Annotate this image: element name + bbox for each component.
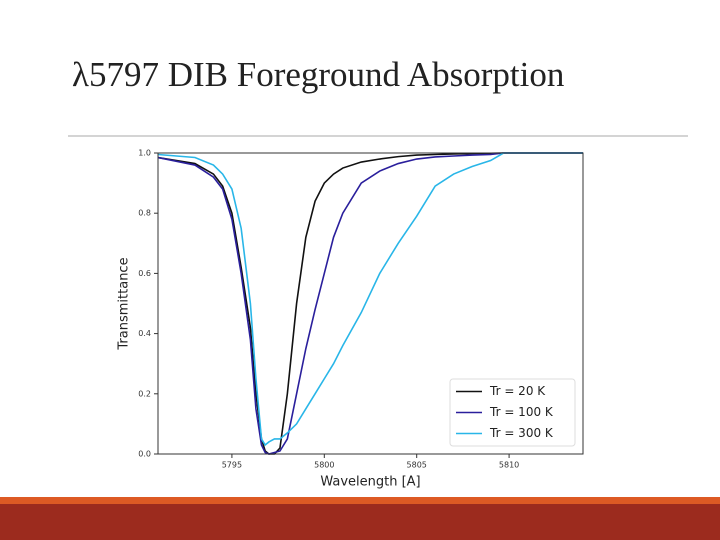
legend-box <box>449 378 576 447</box>
x-axis-label: Wavelength [A] <box>320 475 420 490</box>
x-tick-label: 5805 <box>407 461 427 470</box>
chart: 0.0 0.2 0.4 0.6 0.8 1.0 5795 5800 5805 5810 Wavele… <box>117 149 584 490</box>
y-axis-label: Transmittance <box>117 257 132 350</box>
x-tick-label: 5795 <box>222 461 242 470</box>
y-tick-label: 0.4 <box>138 329 151 338</box>
legend-label: Tr = 100 K <box>489 405 554 419</box>
series-line <box>158 152 583 447</box>
legend-label: Tr = 20 K <box>489 384 546 398</box>
legend-label: Tr = 300 K <box>489 426 554 440</box>
x-tick-label: 5810 <box>499 461 519 470</box>
slide-title: λ5797 DIB Foreground Absorption <box>72 55 564 94</box>
plot-frame <box>157 152 584 455</box>
y-tick-label: 0.2 <box>138 389 151 398</box>
y-tick-label: 0.6 <box>138 269 151 278</box>
footer-bar <box>0 504 720 540</box>
y-tick-label: 0.0 <box>138 450 151 459</box>
series-line <box>158 152 583 455</box>
footer-accent <box>0 497 720 504</box>
series-line <box>158 152 583 455</box>
x-tick-label: 5800 <box>314 461 334 470</box>
y-tick-label: 1.0 <box>138 149 151 158</box>
y-tick-label: 0.8 <box>138 209 151 218</box>
